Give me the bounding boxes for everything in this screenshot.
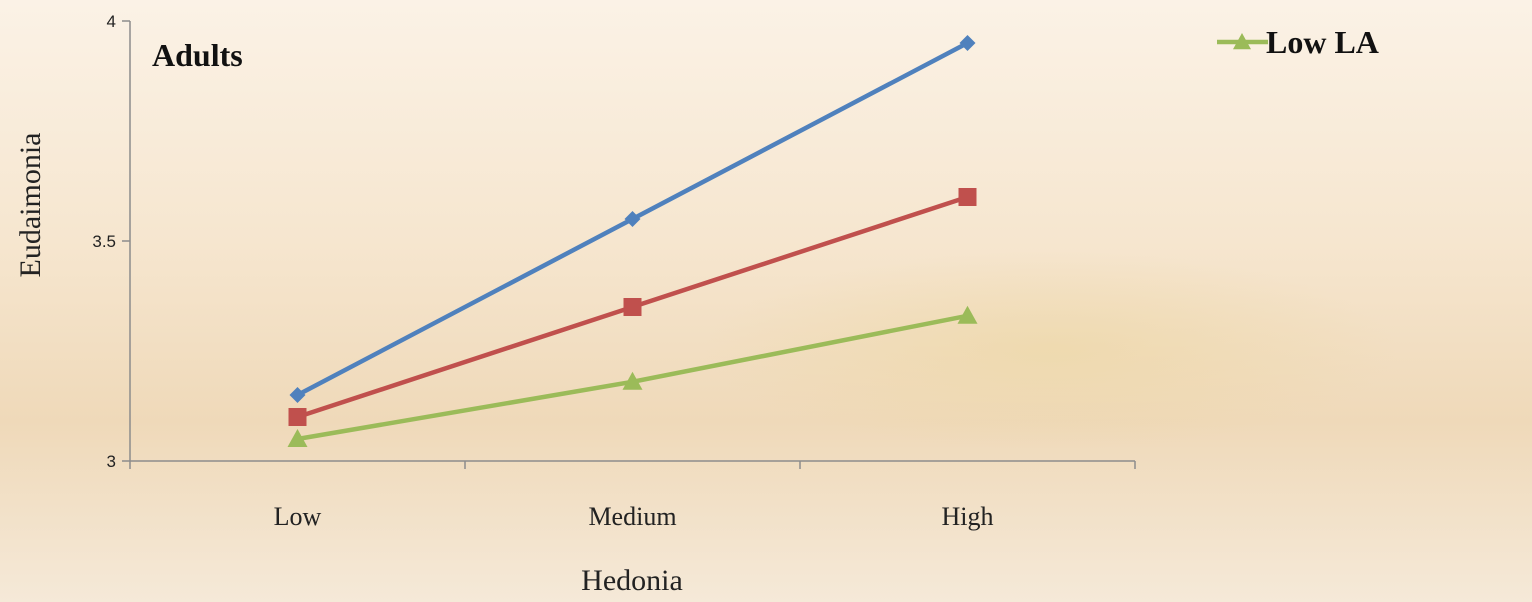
y-tick-label: 3 <box>107 452 116 471</box>
y-axis-title: Eudaimonia <box>14 133 47 278</box>
data-point <box>959 35 976 51</box>
data-point <box>958 188 977 206</box>
y-ticks: 33.54 <box>92 12 130 471</box>
data-point <box>289 387 306 403</box>
series-1 <box>289 35 976 403</box>
series-layer <box>287 35 978 447</box>
panel-label: Adults <box>152 37 243 73</box>
y-tick-label: 4 <box>107 12 116 31</box>
data-point <box>288 408 307 426</box>
data-point <box>287 429 308 447</box>
x-ticks: Low Medium High <box>129 461 1136 531</box>
series-2 <box>288 188 977 426</box>
x-tick-label: High <box>942 502 994 531</box>
x-tick-label: Low <box>274 502 322 531</box>
data-point <box>624 211 641 227</box>
y-tick-label: 3.5 <box>92 232 116 251</box>
legend-label: Low LA <box>1266 24 1379 60</box>
background-glow <box>700 250 1400 450</box>
legend-marker <box>1233 33 1251 50</box>
x-axis-title: Hedonia <box>581 564 683 597</box>
axes: 33.54 Low Medium High <box>92 12 1136 531</box>
data-point <box>623 298 642 316</box>
legend: Low LA <box>1217 24 1379 60</box>
data-point <box>957 305 978 324</box>
x-tick-label: Medium <box>588 502 676 531</box>
data-point <box>622 371 643 390</box>
series-3 <box>287 305 978 447</box>
legend-item: Low LA <box>1217 24 1379 60</box>
